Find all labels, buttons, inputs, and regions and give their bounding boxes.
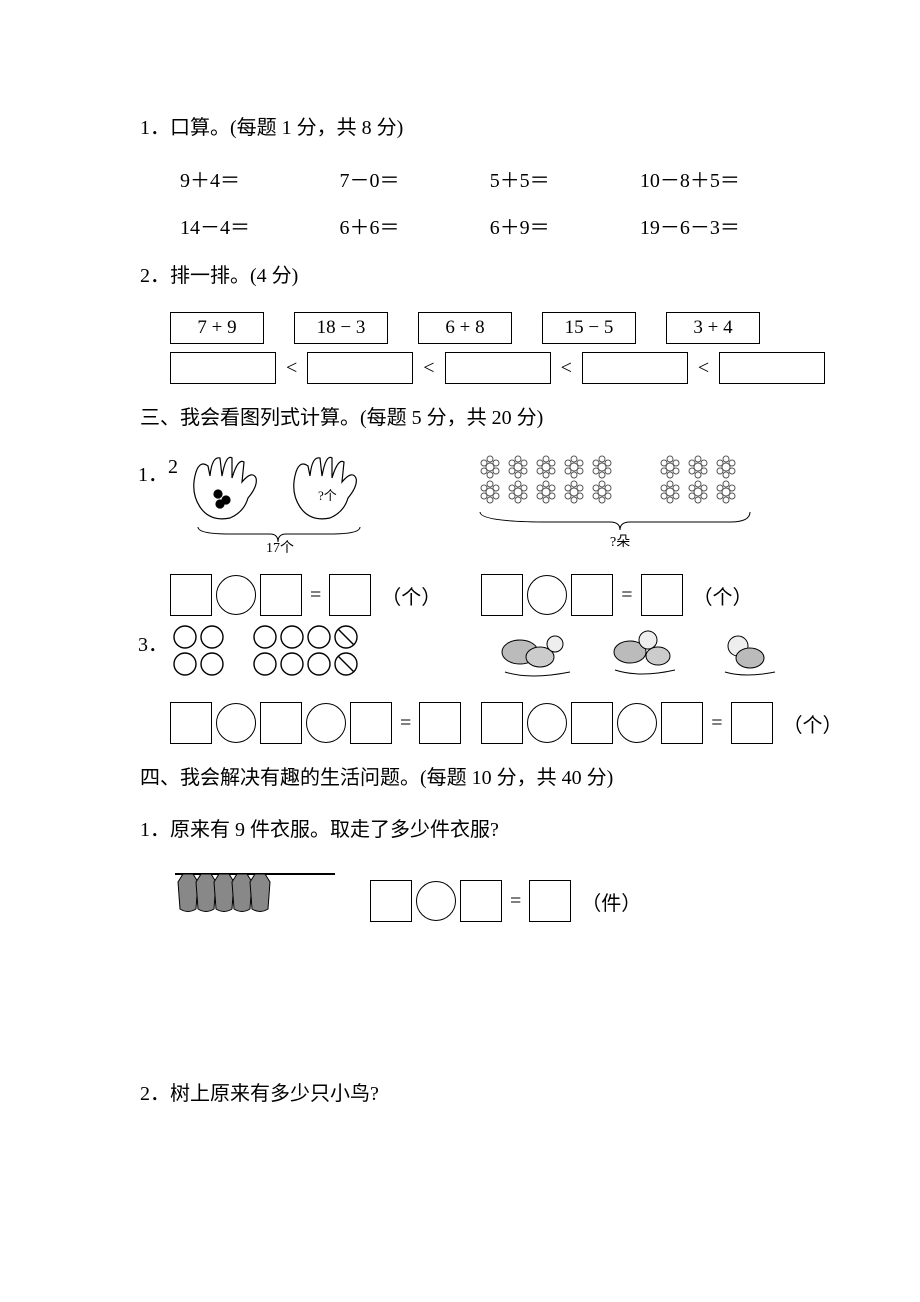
lt-sign: < <box>423 357 434 380</box>
eq-3-3: = <box>170 702 461 744</box>
lt-sign: < <box>698 357 709 380</box>
op-circle[interactable] <box>216 703 256 743</box>
num-box[interactable] <box>170 702 212 744</box>
s4-q1-text: 1．原来有 9 件衣服。取走了多少件衣服? <box>140 812 790 848</box>
num-box[interactable] <box>260 702 302 744</box>
s3-title: 三、我会看图列式计算。(每题 5 分，共 20 分) <box>140 400 790 436</box>
s4-q2-text: 2．树上原来有多少只小鸟? <box>140 1076 790 1112</box>
calc: 9＋4＝ <box>180 164 340 193</box>
s4-title: 四、我会解决有趣的生活问题。(每题 10 分，共 40 分) <box>140 760 790 796</box>
calc: 6＋9＝ <box>490 211 640 240</box>
circles-figure <box>170 622 430 682</box>
blank-box[interactable] <box>445 352 551 384</box>
op-circle[interactable] <box>617 703 657 743</box>
num-box[interactable] <box>731 702 773 744</box>
num-box[interactable] <box>529 880 571 922</box>
q1-row2: 14－4＝ 6＋6＝ 6＋9＝ 19－6－3＝ <box>140 211 790 240</box>
num-box[interactable] <box>641 574 683 616</box>
num-box[interactable] <box>481 574 523 616</box>
calc: 19－6－3＝ <box>640 211 790 240</box>
q2-items: 7 + 9 18 − 3 6 + 8 15 − 5 3 + 4 <box>140 312 790 344</box>
num-box[interactable] <box>329 574 371 616</box>
blank-box[interactable] <box>719 352 825 384</box>
blank-box[interactable] <box>307 352 413 384</box>
expr-box: 3 + 4 <box>666 312 760 344</box>
op-circle[interactable] <box>216 575 256 615</box>
eq-3-1: = （个） <box>170 574 441 616</box>
num-box[interactable] <box>419 702 461 744</box>
eq-sign: = <box>621 584 632 607</box>
num-box[interactable] <box>571 574 613 616</box>
eq-sign: = <box>310 584 321 607</box>
q-number: 1． <box>138 458 168 487</box>
expr-box: 7 + 9 <box>170 312 264 344</box>
num-box[interactable] <box>460 880 502 922</box>
op-circle[interactable] <box>306 703 346 743</box>
num-box[interactable] <box>260 574 302 616</box>
eq-sign: = <box>711 712 722 735</box>
calc: 10－8＋5＝ <box>640 164 790 193</box>
expr-box: 15 − 5 <box>542 312 636 344</box>
eq-sign: = <box>400 712 411 735</box>
flowers-figure: ?朵 <box>470 452 790 552</box>
expr-box: 18 − 3 <box>294 312 388 344</box>
expr-box: 6 + 8 <box>418 312 512 344</box>
clothes-figure <box>170 866 340 926</box>
s3-row-a: 1． 2 ?个 17个 <box>140 452 790 558</box>
calc: 6＋6＝ <box>340 211 490 240</box>
eq-3-4: = （个） <box>481 702 842 744</box>
op-circle[interactable] <box>416 881 456 921</box>
hands-figure: ?个 17个 <box>170 452 390 552</box>
q-number: 3． <box>138 628 168 657</box>
num-box[interactable] <box>481 702 523 744</box>
q2-answer-row: < < < < <box>140 352 790 384</box>
num-box[interactable] <box>350 702 392 744</box>
calc: 7－0＝ <box>340 164 490 193</box>
num-box[interactable] <box>170 574 212 616</box>
unit: （件） <box>581 887 641 916</box>
eq-3-2: = （个） <box>481 574 752 616</box>
num-box[interactable] <box>571 702 613 744</box>
lt-sign: < <box>286 357 297 380</box>
q2-title: 2．排一排。(4 分) <box>140 258 790 294</box>
total-17: 17个 <box>266 540 294 556</box>
op-circle[interactable] <box>527 575 567 615</box>
op-circle[interactable] <box>527 703 567 743</box>
q-flowers: ?朵 <box>610 535 630 550</box>
eq-4-1: = （件） <box>370 880 641 922</box>
label-2: 2 <box>168 456 178 479</box>
num-box[interactable] <box>661 702 703 744</box>
calc: 5＋5＝ <box>490 164 640 193</box>
unit: （个） <box>783 709 843 738</box>
blank-box[interactable] <box>170 352 276 384</box>
calc: 14－4＝ <box>180 211 340 240</box>
lt-sign: < <box>561 357 572 380</box>
q1-title: 1．口算。(每题 1 分，共 8 分) <box>140 110 790 146</box>
mushroom-figure <box>490 622 810 682</box>
eq-sign: = <box>510 890 521 913</box>
q-mark: ?个 <box>318 488 337 503</box>
unit: （个） <box>693 581 753 610</box>
unit: （个） <box>381 581 441 610</box>
q1-row1: 9＋4＝ 7－0＝ 5＋5＝ 10－8＋5＝ <box>140 164 790 193</box>
num-box[interactable] <box>370 880 412 922</box>
blank-box[interactable] <box>582 352 688 384</box>
s3-row-b: 3． <box>140 622 790 688</box>
